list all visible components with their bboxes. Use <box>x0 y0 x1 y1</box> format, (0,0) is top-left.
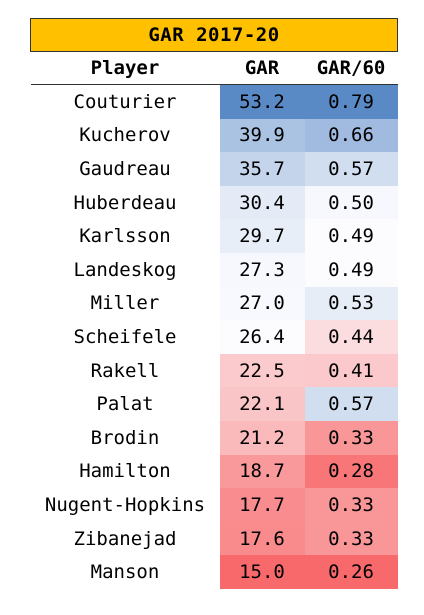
table-row: Rakell 22.5 0.41 <box>30 353 398 388</box>
gar-cell: 35.7 <box>219 152 305 186</box>
gar-cell: 18.7 <box>219 454 305 489</box>
header-gar60: GAR/60 <box>304 51 398 85</box>
player-cell: Hamilton <box>30 454 220 489</box>
gar-cell: 27.0 <box>219 286 305 321</box>
gar-cell: 22.1 <box>219 387 305 421</box>
gar-cell: 26.4 <box>219 320 305 354</box>
gar-table: GAR 2017-20 Player GAR GAR/60 Couturier 5… <box>29 18 399 589</box>
gar60-cell: 0.49 <box>304 219 398 253</box>
header-gar: GAR <box>219 51 305 85</box>
player-cell: Zibanejad <box>30 521 220 556</box>
gar60-cell: 0.57 <box>304 152 398 186</box>
table-row: Scheifele 26.4 0.44 <box>30 320 398 354</box>
player-cell: Palat <box>30 387 220 421</box>
table-row: Kucherov 39.9 0.66 <box>30 118 398 153</box>
gar-cell: 53.2 <box>219 84 305 119</box>
gar-cell: 17.6 <box>219 521 305 556</box>
gar-cell: 29.7 <box>219 219 305 253</box>
gar-cell: 17.7 <box>219 488 305 522</box>
gar60-cell: 0.33 <box>304 488 398 522</box>
table-row: Miller 27.0 0.53 <box>30 286 398 321</box>
gar60-cell: 0.57 <box>304 387 398 421</box>
gar-cell: 30.4 <box>219 185 305 220</box>
player-cell: Gaudreau <box>30 152 220 186</box>
table-row: Palat 22.1 0.57 <box>30 387 398 421</box>
gar60-cell: 0.50 <box>304 185 398 220</box>
player-cell: Miller <box>30 286 220 321</box>
player-cell: Rakell <box>30 353 220 388</box>
player-cell: Manson <box>30 555 220 589</box>
gar-cell: 39.9 <box>219 118 305 153</box>
gar60-cell: 0.44 <box>304 320 398 354</box>
gar60-cell: 0.26 <box>304 555 398 589</box>
gar60-cell: 0.28 <box>304 454 398 489</box>
table-row: Couturier 53.2 0.79 <box>30 84 398 119</box>
gar60-cell: 0.33 <box>304 521 398 556</box>
gar-cell: 22.5 <box>219 353 305 388</box>
player-cell: Brodin <box>30 420 220 455</box>
gar60-cell: 0.33 <box>304 420 398 455</box>
gar60-cell: 0.41 <box>304 353 398 388</box>
player-cell: Landeskog <box>30 252 220 287</box>
gar60-cell: 0.66 <box>304 118 398 153</box>
table-body: Couturier 53.2 0.79 Kucherov 39.9 0.66 Gaudrea… <box>30 84 398 589</box>
table-row: Manson 15.0 0.26 <box>30 555 398 589</box>
table-row: Brodin 21.2 0.33 <box>30 420 398 455</box>
table-row: Hamilton 18.7 0.28 <box>30 454 398 489</box>
table-row: Zibanejad 17.6 0.33 <box>30 521 398 556</box>
header-row: Player GAR GAR/60 <box>30 51 398 85</box>
player-cell: Nugent-Hopkins <box>30 488 220 522</box>
table-row: Huberdeau 30.4 0.50 <box>30 185 398 220</box>
table-row: Gaudreau 35.7 0.57 <box>30 152 398 186</box>
header-player: Player <box>30 51 220 85</box>
gar-cell: 21.2 <box>219 420 305 455</box>
player-cell: Couturier <box>30 84 220 119</box>
player-cell: Scheifele <box>30 320 220 354</box>
table-row: Nugent-Hopkins 17.7 0.33 <box>30 488 398 522</box>
player-cell: Huberdeau <box>30 185 220 220</box>
gar60-cell: 0.53 <box>304 286 398 321</box>
table-title: GAR 2017-20 <box>29 18 399 52</box>
gar60-cell: 0.49 <box>304 252 398 287</box>
player-cell: Karlsson <box>30 219 220 253</box>
player-cell: Kucherov <box>30 118 220 153</box>
gar60-cell: 0.79 <box>304 84 398 119</box>
table-row: Karlsson 29.7 0.49 <box>30 219 398 253</box>
table-row: Landeskog 27.3 0.49 <box>30 252 398 287</box>
gar-cell: 15.0 <box>219 555 305 589</box>
gar-cell: 27.3 <box>219 252 305 287</box>
title-row: GAR 2017-20 <box>29 18 399 52</box>
